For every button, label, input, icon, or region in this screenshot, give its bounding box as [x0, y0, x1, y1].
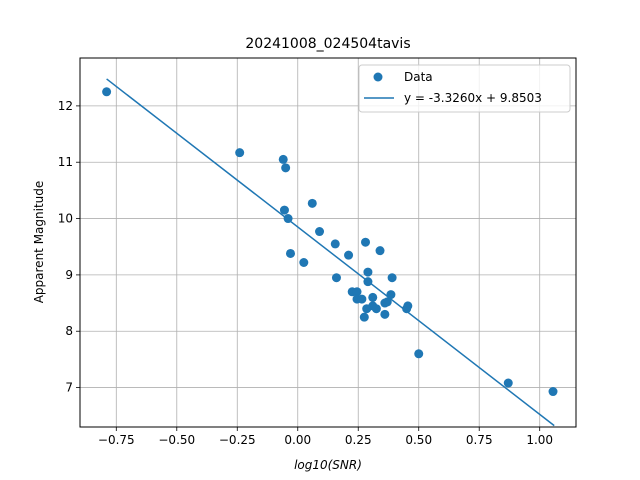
plot-frame [79, 57, 577, 428]
data-point [102, 87, 112, 97]
data-point [387, 273, 397, 283]
data-point [548, 387, 558, 397]
data-point [371, 304, 381, 314]
x-tick-label: 0.75 [466, 433, 493, 447]
data-point [352, 287, 362, 297]
x-tick-label: −0.50 [158, 433, 195, 447]
legend-label-data: Data [404, 70, 433, 84]
data-point [362, 304, 372, 314]
x-tick-label: 1.00 [526, 433, 553, 447]
data-point [361, 237, 371, 247]
x-tick-label: 0.25 [345, 433, 372, 447]
data-point [299, 257, 309, 267]
y-tick-label: 11 [58, 155, 73, 169]
data-point [357, 294, 367, 304]
x-tick-label: −0.25 [219, 433, 256, 447]
y-axis-ticks: 7 8 9 10 11 12 [58, 99, 80, 395]
data-point [380, 309, 390, 319]
data-point [368, 292, 378, 302]
data-point [363, 277, 373, 287]
data-point [307, 198, 317, 208]
data-point [331, 273, 341, 283]
data-point [285, 248, 295, 258]
y-tick-label: 10 [58, 212, 73, 226]
data-points [102, 87, 558, 397]
legend-box [358, 64, 571, 113]
data-point [344, 250, 354, 260]
x-axis-label: log10(SNR) [294, 458, 362, 472]
data-point [278, 154, 288, 164]
x-tick-label: 0.00 [284, 433, 311, 447]
data-point [315, 227, 325, 237]
fit-line [106, 78, 555, 427]
y-tick-label: 12 [58, 99, 73, 113]
data-point [330, 239, 340, 249]
y-tick-label: 8 [65, 324, 73, 338]
x-axis-ticks: −0.75 −0.50 −0.25 0.00 0.25 0.50 0.75 1.00 [98, 427, 553, 447]
data-point [235, 148, 245, 158]
y-tick-label: 7 [65, 381, 73, 395]
legend: Data y = -3.3260x + 9.8503 [358, 64, 571, 113]
data-point [359, 312, 369, 322]
legend-marker-data [373, 72, 383, 82]
data-point [363, 267, 373, 277]
chart-title: 20241008_024504tavis [245, 36, 410, 52]
y-tick-label: 9 [65, 268, 73, 282]
grid [80, 58, 576, 427]
fit-line-layer [106, 78, 555, 427]
data-point [380, 298, 390, 308]
data-point [281, 163, 291, 173]
data-point [279, 205, 289, 215]
data-point [375, 246, 385, 256]
data-point [402, 304, 412, 314]
x-tick-label: 0.50 [405, 433, 432, 447]
x-tick-label: −0.75 [98, 433, 135, 447]
data-point [414, 349, 424, 359]
data-point [503, 378, 513, 388]
data-point [283, 214, 293, 224]
legend-label-fit-line: y = -3.3260x + 9.8503 [404, 91, 542, 105]
data-point [386, 290, 396, 300]
y-axis-label: Apparent Magnitude [32, 181, 46, 304]
